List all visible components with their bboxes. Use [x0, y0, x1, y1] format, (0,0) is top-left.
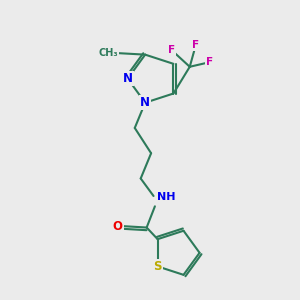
- Text: F: F: [206, 57, 213, 67]
- Text: NH: NH: [157, 192, 175, 202]
- Text: N: N: [123, 72, 133, 85]
- Text: N: N: [140, 96, 150, 109]
- Text: F: F: [168, 45, 175, 56]
- Text: S: S: [153, 260, 162, 273]
- Text: O: O: [113, 220, 123, 232]
- Text: F: F: [192, 40, 199, 50]
- Text: CH₃: CH₃: [99, 48, 118, 58]
